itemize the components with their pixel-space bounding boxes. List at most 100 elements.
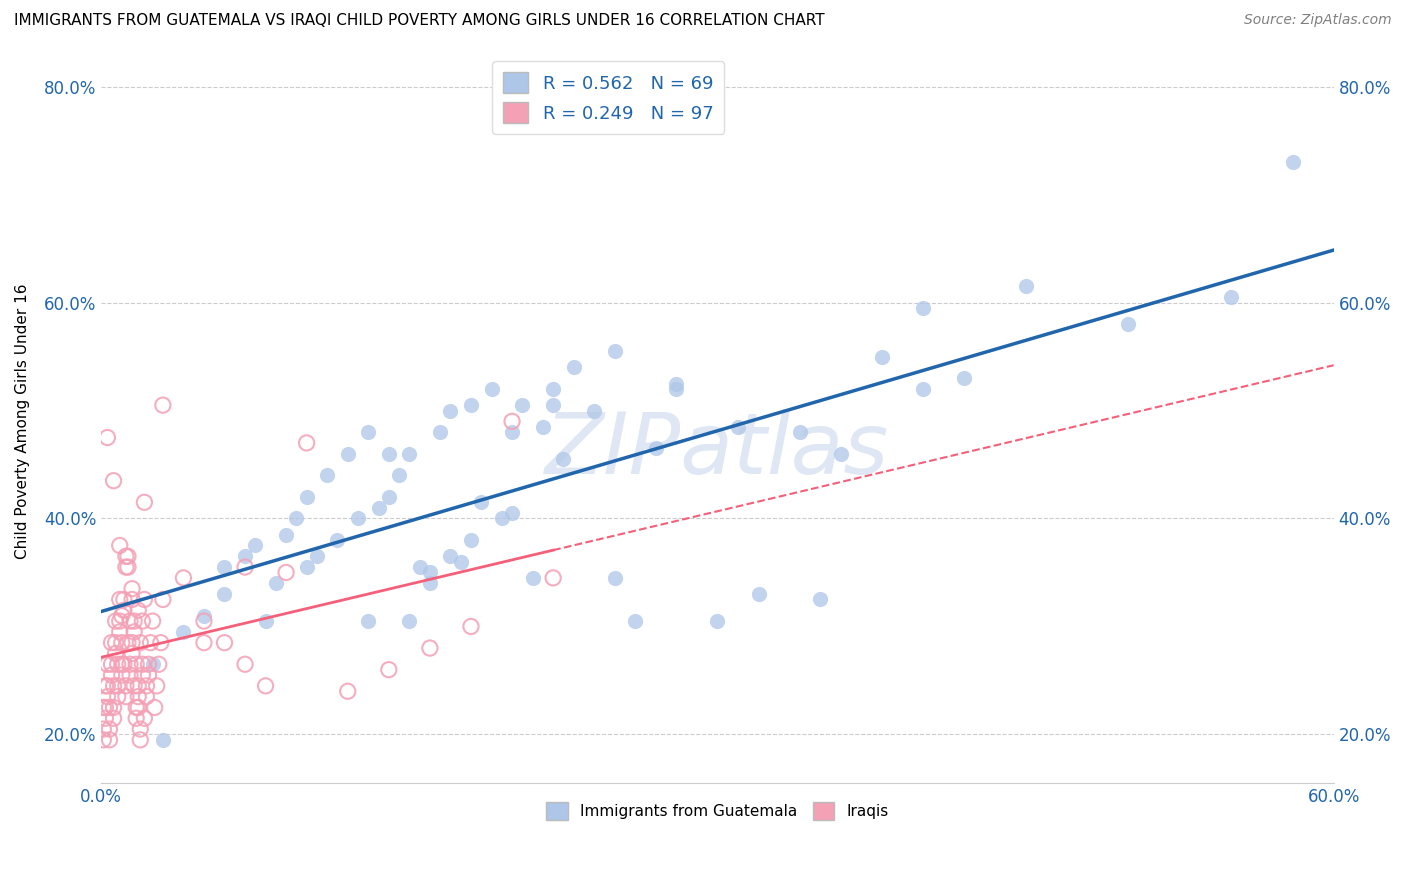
Point bbox=[91, 732, 114, 747]
Point bbox=[145, 679, 167, 693]
Point bbox=[316, 468, 339, 483]
Point bbox=[107, 679, 129, 693]
Point bbox=[214, 587, 236, 601]
Point bbox=[142, 657, 165, 672]
Point bbox=[1116, 317, 1139, 331]
Legend: Immigrants from Guatemala, Iraqis: Immigrants from Guatemala, Iraqis bbox=[540, 797, 894, 826]
Point bbox=[100, 635, 122, 649]
Point bbox=[357, 614, 380, 628]
Point bbox=[522, 571, 544, 585]
Point bbox=[127, 690, 149, 704]
Point bbox=[214, 560, 236, 574]
Point bbox=[94, 700, 117, 714]
Point bbox=[172, 624, 194, 639]
Point bbox=[870, 350, 893, 364]
Point bbox=[111, 668, 134, 682]
Point bbox=[125, 711, 148, 725]
Point bbox=[129, 722, 152, 736]
Point bbox=[419, 576, 441, 591]
Point bbox=[138, 657, 160, 672]
Point bbox=[285, 511, 308, 525]
Point bbox=[115, 690, 138, 704]
Point bbox=[127, 679, 149, 693]
Point bbox=[103, 700, 125, 714]
Point bbox=[470, 495, 492, 509]
Point bbox=[214, 635, 236, 649]
Point bbox=[125, 657, 148, 672]
Point bbox=[115, 679, 138, 693]
Point bbox=[134, 711, 156, 725]
Point bbox=[142, 614, 165, 628]
Point bbox=[264, 576, 287, 591]
Point bbox=[326, 533, 349, 547]
Point bbox=[100, 657, 122, 672]
Point bbox=[193, 614, 215, 628]
Point bbox=[808, 592, 831, 607]
Point bbox=[347, 511, 370, 525]
Point bbox=[1281, 155, 1303, 169]
Point bbox=[562, 360, 585, 375]
Point bbox=[129, 732, 152, 747]
Point bbox=[953, 371, 976, 385]
Point bbox=[108, 539, 131, 553]
Point bbox=[378, 663, 401, 677]
Point bbox=[491, 511, 513, 525]
Point bbox=[96, 657, 118, 672]
Point bbox=[172, 571, 194, 585]
Point bbox=[129, 635, 152, 649]
Point bbox=[121, 592, 143, 607]
Point bbox=[118, 668, 141, 682]
Point bbox=[429, 425, 451, 439]
Point bbox=[665, 382, 688, 396]
Point bbox=[439, 403, 461, 417]
Point bbox=[118, 614, 141, 628]
Point bbox=[336, 684, 359, 698]
Point bbox=[481, 382, 503, 396]
Point bbox=[911, 301, 934, 315]
Point bbox=[274, 566, 297, 580]
Point bbox=[501, 414, 523, 428]
Point bbox=[1219, 290, 1241, 304]
Point bbox=[510, 398, 533, 412]
Text: IMMIGRANTS FROM GUATEMALA VS IRAQI CHILD POVERTY AMONG GIRLS UNDER 16 CORRELATIO: IMMIGRANTS FROM GUATEMALA VS IRAQI CHILD… bbox=[14, 13, 825, 29]
Point bbox=[143, 700, 166, 714]
Point bbox=[911, 382, 934, 396]
Point bbox=[419, 641, 441, 656]
Point bbox=[91, 700, 114, 714]
Text: Source: ZipAtlas.com: Source: ZipAtlas.com bbox=[1244, 13, 1392, 28]
Point bbox=[789, 425, 811, 439]
Point bbox=[131, 657, 153, 672]
Point bbox=[1014, 279, 1036, 293]
Point bbox=[398, 447, 420, 461]
Point bbox=[91, 722, 114, 736]
Point bbox=[100, 668, 122, 682]
Point bbox=[295, 490, 318, 504]
Point bbox=[131, 614, 153, 628]
Point bbox=[747, 587, 769, 601]
Point bbox=[112, 592, 135, 607]
Point bbox=[117, 549, 139, 564]
Point bbox=[118, 657, 141, 672]
Point bbox=[152, 592, 174, 607]
Point bbox=[148, 657, 170, 672]
Point bbox=[706, 614, 728, 628]
Point bbox=[107, 690, 129, 704]
Point bbox=[460, 398, 482, 412]
Point bbox=[104, 647, 127, 661]
Point bbox=[408, 560, 430, 574]
Point bbox=[254, 614, 277, 628]
Point bbox=[115, 560, 138, 574]
Point bbox=[450, 555, 472, 569]
Point bbox=[108, 624, 131, 639]
Point bbox=[138, 668, 160, 682]
Point bbox=[135, 690, 157, 704]
Point bbox=[96, 679, 118, 693]
Point bbox=[398, 614, 420, 628]
Point bbox=[94, 679, 117, 693]
Point bbox=[295, 560, 318, 574]
Point bbox=[112, 603, 135, 617]
Point bbox=[357, 425, 380, 439]
Point bbox=[127, 700, 149, 714]
Point bbox=[103, 679, 125, 693]
Point bbox=[152, 398, 174, 412]
